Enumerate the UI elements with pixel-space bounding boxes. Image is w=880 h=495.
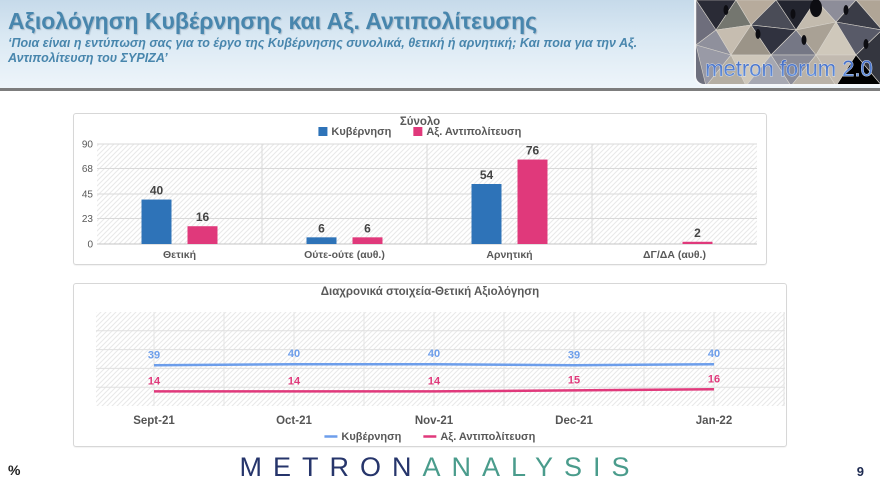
bar: [471, 184, 502, 244]
legend-label: Αξ. Αντιπολίτευση: [426, 126, 521, 138]
point-value-label: 40: [288, 348, 300, 360]
y-tick-label: 68: [82, 164, 94, 175]
x-category-label: Dec-21: [555, 415, 593, 427]
bar: [682, 241, 713, 244]
point-value-label: 14: [288, 375, 301, 387]
unit-label: %: [8, 462, 21, 478]
point-value-label: 39: [148, 349, 160, 361]
chart-legend: Κυβέρνηση Αξ. Αντιπολίτευση: [318, 126, 522, 138]
bar-value-label: 2: [694, 226, 701, 240]
line-chart-panel: Διαχρονικά στοιχεία-Θετική Αξιολόγηση 39…: [73, 283, 787, 447]
metron-analysis-logo: METRONANALYSIS: [0, 452, 880, 483]
y-tick-label: 0: [87, 240, 93, 251]
line-chart-title: Διαχρονικά στοιχεία-Θετική Αξιολόγηση: [320, 286, 540, 298]
page-number: 9: [856, 464, 864, 479]
plaza-mosaic-image: metron forum 2.0: [696, 0, 880, 84]
legend-label: Αξ. Αντιπολίτευση: [440, 431, 535, 443]
point-value-label: 14: [148, 375, 161, 387]
point-value-label: 15: [568, 374, 580, 386]
bar-chart-panel: Σύνολο 0 23 45 68 90 40 16 Θετική 6 6 Ούτε-ούτε (α…: [73, 113, 767, 265]
bar: [187, 226, 218, 244]
point-value-label: 14: [428, 375, 441, 387]
legend-label: Κυβέρνηση: [341, 431, 401, 443]
page-subtitle: ‘Ποια είναι η εντύπωση σας για το έργο τ…: [8, 36, 638, 65]
point-value-label: 40: [708, 348, 720, 360]
point-value-label: 39: [568, 349, 580, 361]
x-category-label: Ούτε-ούτε (αυθ.): [304, 249, 385, 261]
x-category-label: Sept-21: [133, 415, 175, 427]
bar-value-label: 6: [318, 221, 325, 235]
data-line: [153, 362, 715, 367]
bar: [306, 237, 337, 244]
legend-swatch: [413, 127, 423, 136]
bar-chart-title: Σύνολο: [399, 116, 441, 128]
bar: [517, 159, 548, 244]
slide-header: Αξιολόγηση Κυβέρνησης και Αξ. Αντιπολίτε…: [0, 0, 880, 91]
bar-chart: 0 23 45 68 90 40 16 Θετική 6 6 Ούτε-ούτε (αυθ.) 54 7…: [82, 126, 757, 261]
y-tick-label: 90: [82, 140, 94, 151]
metron-forum-logo: metron forum 2.0: [694, 0, 880, 86]
bar-value-label: 16: [196, 210, 210, 224]
header-text: Αξιολόγηση Κυβέρνησης και Αξ. Αντιπολίτε…: [8, 8, 680, 66]
brand-analysis: ANALYSIS: [422, 452, 641, 482]
point-value-label: 16: [708, 373, 720, 385]
y-tick-label: 23: [82, 214, 94, 225]
x-category-label: Αρνητική: [486, 249, 532, 261]
bar-value-label: 6: [364, 221, 371, 235]
bar-value-label: 54: [480, 168, 494, 182]
plaza-people: [723, 0, 869, 49]
data-line: [154, 388, 715, 393]
x-category-label: Jan-22: [696, 415, 732, 427]
page-title: Αξιολόγηση Κυβέρνησης και Αξ. Αντιπολίτε…: [8, 8, 538, 34]
brand-metron: METRON: [239, 452, 423, 482]
bar: [141, 199, 172, 244]
chart-legend: Κυβέρνηση Αξ. Αντιπολίτευση: [324, 431, 536, 443]
legend-label: Κυβέρνηση: [331, 126, 391, 138]
line-chart: 39 40 40 39 40 14 14 14 15 16 Sept-21 Oct-21 Nov-21 D…: [96, 312, 785, 443]
x-category-label: Oct-21: [276, 415, 312, 427]
bar-value-label: 76: [526, 144, 540, 158]
x-category-label: Θετική: [163, 249, 196, 261]
x-category-label: Nov-21: [415, 415, 454, 427]
point-value-label: 40: [428, 348, 440, 360]
logo-text: metron forum 2.0: [705, 56, 873, 81]
bar-value-label: 40: [150, 184, 164, 198]
bar: [352, 237, 383, 244]
y-tick-label: 45: [82, 190, 94, 201]
x-category-label: ΔΓ/ΔΑ (αυθ.): [643, 249, 706, 261]
legend-swatch: [318, 127, 328, 136]
